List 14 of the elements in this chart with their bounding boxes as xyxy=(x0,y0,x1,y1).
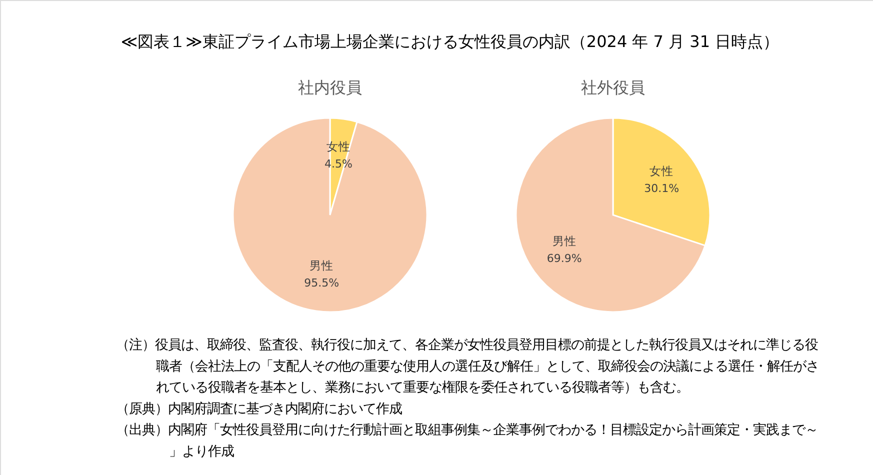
slice-label: 女性 xyxy=(650,164,674,178)
slice-label: 男性 xyxy=(552,234,576,248)
chart-title: 社内役員 xyxy=(298,78,362,97)
slice-label: 男性 xyxy=(310,258,334,272)
data-label: 69.9% xyxy=(546,252,582,266)
data-label: 4.5% xyxy=(324,158,352,171)
text: （原典）内閣府調査に基づき内閣府において作成 xyxy=(116,400,402,417)
data-label: 30.1% xyxy=(644,182,680,195)
text: （注）役員は、取締役、監査役、執行役に加えて、各企業が女性役員登用目標の前提とした執行役員又はそれに準じる役職者（会社法上の「支配人その他の重要な使用人の選任及び解任」として、取締役会の決議による選任・解任がされている役職者を基本とし、業務において重要な権限を委任されている役職者等）も含む。 xyxy=(116,338,819,396)
pie-slice xyxy=(232,117,428,313)
data-label: 95.5% xyxy=(304,276,340,290)
text: （出典）内閣府「女性役員登用に向けた行動計画と取組事例集～企業事例でわかる！目標設定から計画策定・実践まで～」より作成 xyxy=(116,422,818,460)
text: ≪図表１≫東証プライム市場上場企業における女性役員の内訳（2024 年 7 月 31 日時点） xyxy=(120,32,780,51)
chart-title: 社外役員 xyxy=(581,78,645,97)
